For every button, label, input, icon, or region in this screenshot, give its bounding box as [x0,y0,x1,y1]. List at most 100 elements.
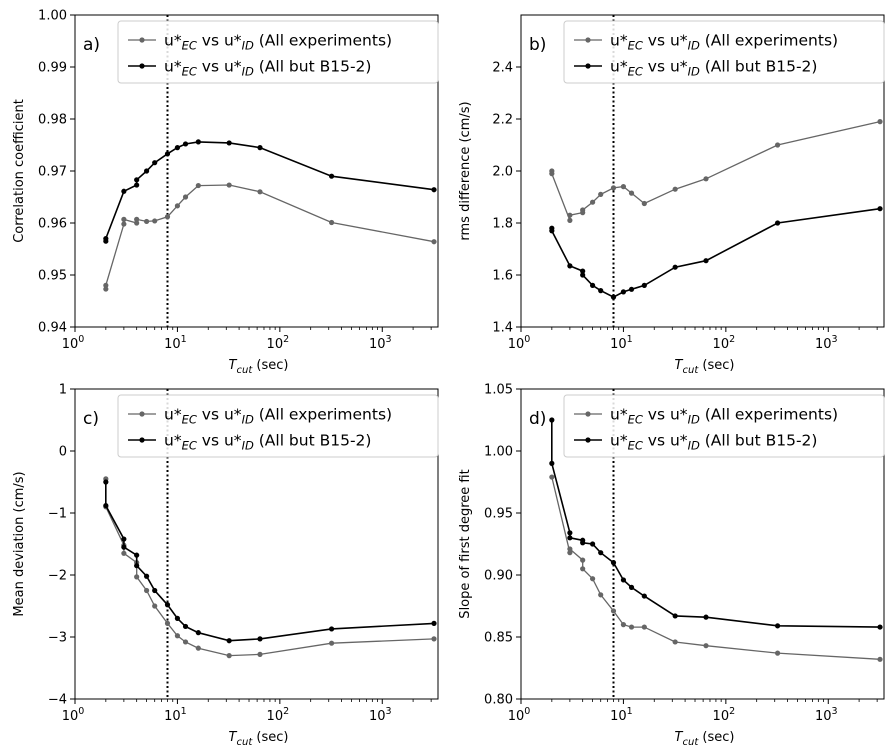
axes-frame [74,388,439,700]
data-point [164,151,171,157]
x-tick-label: 103 [369,334,392,352]
data-point [103,286,109,292]
data-point [672,639,678,645]
legend-entry: u*EC vs u*ID (All but B15-2) [164,58,371,79]
data-point [174,633,181,639]
data-point [672,613,678,619]
x-tick-label: 101 [610,334,633,352]
data-point [580,272,586,278]
data-point [580,540,586,546]
data-point [328,640,335,646]
data-point [598,288,604,294]
x-tick-label: 103 [369,706,392,724]
data-point [774,650,781,656]
legend-entry: u*EC vs u*ID (All but B15-2) [610,58,817,79]
data-point [610,560,617,566]
y-tick-label: 0.96 [38,217,67,232]
data-point [134,182,140,188]
y-axis-label: Correlation coefficient [12,99,27,243]
legend-swatch-marker [139,63,145,69]
data-point [226,653,232,659]
plot-area [103,139,437,292]
y-tick-label: 0.97 [38,165,67,180]
data-point [598,550,604,556]
data-point [103,479,109,485]
legend-entry: u*EC vs u*ID (All experiments) [164,406,392,427]
panel-b: 1.4 1.6 1.8 2.0 2.2 2.4 100 101 102 103 b) rms diff… [458,14,885,376]
y-tick-label: −2 [48,569,67,584]
data-point [672,264,678,270]
x-tick-label: 100 [62,706,85,724]
data-point [610,608,617,614]
data-point [328,219,335,226]
data-point [877,119,883,125]
data-point [567,530,573,536]
data-point [877,624,883,630]
data-point [152,603,158,609]
data-point [703,643,709,649]
panel-label: a) [83,35,100,55]
data-point [598,592,604,598]
x-tick-label: 102 [713,334,736,352]
y-tick-label: 1.8 [492,217,513,232]
y-tick-label: 2.0 [492,165,513,180]
data-point [703,258,709,264]
y-tick-label: 1.00 [38,9,67,24]
data-point [567,212,573,218]
y-tick-label: 1 [59,383,67,398]
y-tick-label: −3 [48,631,67,646]
data-point [152,218,158,224]
data-point [257,145,263,151]
plot-area [549,119,883,300]
y-tick-label: 0 [59,445,67,460]
y-tick-label: 0.95 [38,269,67,284]
y-axis-label: Slope of first degree fit [458,469,473,618]
data-point [164,620,171,626]
y-tick-label: 2.2 [492,113,513,128]
legend: u*EC vs u*ID (All experiments) u*EC vs u*… [563,394,885,458]
legend-entry: u*EC vs u*ID (All experiments) [610,406,838,427]
legend-swatch-marker [585,437,591,443]
panel-a: 0.94 0.95 0.96 0.97 0.98 0.99 1.00 100 101 102 103… [12,9,439,376]
data-point [134,552,140,558]
data-point [257,651,263,657]
x-axis-label: Tcut (sec) [675,730,735,748]
data-point [134,220,140,226]
y-tick-label: 2.4 [492,61,513,76]
panel-label: c) [83,409,99,429]
data-point [174,615,181,622]
legend: u*EC vs u*ID (All experiments) u*EC vs u*… [117,394,439,458]
data-point [628,286,635,292]
data-point [195,182,201,189]
data-point [195,630,201,636]
y-tick-label: 1.00 [484,445,513,460]
series-line [551,120,881,221]
data-point [143,573,150,579]
legend-box [563,394,885,458]
data-point [589,199,596,205]
data-point [121,544,127,550]
x-axis-label: Tcut (sec) [229,358,289,376]
data-point [610,294,617,300]
data-point [182,194,189,200]
data-point [182,639,189,645]
legend-swatch-marker [585,411,591,417]
data-point [877,206,883,212]
data-point [431,620,437,626]
data-point [598,191,604,197]
data-point [164,214,171,220]
data-point [628,584,635,591]
legend-box [117,394,439,458]
legend: u*EC vs u*ID (All experiments) u*EC vs u*… [563,20,885,84]
data-point [549,417,555,423]
x-axis-label: Tcut (sec) [229,730,289,748]
x-tick-label: 102 [267,334,290,352]
data-point [226,182,232,188]
data-point [549,474,555,480]
data-point [134,574,140,580]
data-point [431,636,437,642]
data-point [567,546,573,552]
data-point [431,239,437,245]
legend-entry: u*EC vs u*ID (All but B15-2) [610,432,817,453]
